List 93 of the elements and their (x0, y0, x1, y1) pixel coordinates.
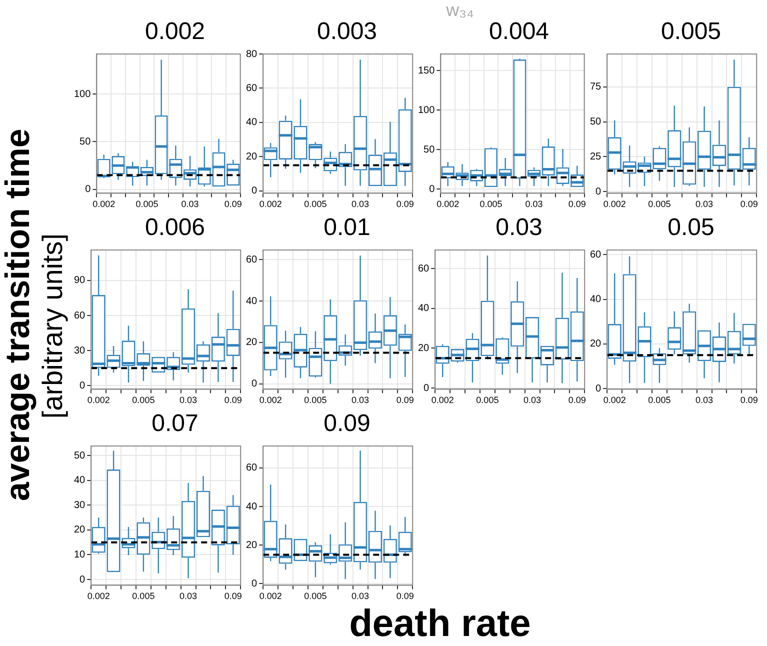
x-tick-label: 0.09 (568, 199, 586, 210)
y-tick-label: 0 (85, 184, 92, 196)
x-axis-title: death rate (348, 603, 532, 645)
x-tick-label: 0.005 (476, 395, 499, 406)
x-tick-label: 0.002 (436, 199, 460, 210)
x-tick-label: 0.03 (180, 395, 198, 406)
x-tick-label: 0.09 (396, 199, 414, 210)
x-tick-label: 0.03 (524, 395, 542, 406)
y-tick-label: 60 (590, 249, 602, 260)
y-tick-label: 40 (246, 501, 258, 512)
x-tick-label: 0.03 (525, 199, 543, 210)
y-tick-label: 50 (74, 450, 86, 462)
chart-title: 0.003 (316, 18, 378, 46)
x-tick-label: 0.005 (132, 395, 155, 406)
y-tick-label: 75 (590, 82, 602, 93)
y-tick-label: 20 (590, 338, 602, 350)
y-tick-label: 100 (418, 104, 436, 116)
x-tick-label: 0.002 (87, 395, 110, 406)
x-tick-label: 0.09 (396, 395, 414, 406)
y-tick-label: 0 (252, 578, 258, 590)
x-tick-label: 0.03 (352, 591, 370, 602)
text: w₃₄ (446, 0, 474, 20)
y-tick-label: 0 (596, 383, 602, 394)
chart-title: 0.004 (488, 18, 550, 45)
x-tick-label: 0.002 (431, 395, 454, 406)
y-tick-label: 10 (74, 549, 86, 560)
x-tick-label: 0.03 (181, 199, 199, 210)
x-tick-label: 0.03 (352, 395, 370, 406)
x-tick-label: 0.005 (136, 199, 158, 210)
y-tick-label: 90 (74, 275, 86, 286)
y-tick-label: 60 (74, 310, 86, 322)
x-tick-label: 0.005 (480, 199, 502, 210)
y-tick-label: 20 (246, 540, 258, 551)
y-tick-label: 150 (418, 65, 436, 76)
y-tick-label: 0 (424, 382, 430, 394)
x-tick-label: 0.005 (304, 591, 327, 602)
y-tick-label: 40 (246, 296, 258, 307)
y-tick-label: 60 (246, 462, 258, 474)
x-tick-label: 0.005 (648, 395, 671, 406)
y-tick-label: 0 (80, 574, 86, 586)
y-tick-label: 30 (74, 500, 86, 511)
x-tick-label: 0.005 (304, 199, 327, 210)
y-tick-label: 0 (80, 380, 86, 392)
x-tick-label: 0.005 (132, 591, 155, 602)
x-tick-label: 0.03 (180, 591, 198, 602)
x-tick-label: 0.09 (568, 395, 586, 406)
x-tick-label: 0.03 (352, 199, 370, 210)
x-tick-label: 0.09 (396, 591, 414, 602)
x-tick-label: 0.09 (224, 395, 242, 406)
y-tick-label: 25 (590, 151, 602, 162)
chart-title: 0.002 (144, 18, 206, 46)
y-tick-label: 40 (418, 303, 430, 314)
y-tick-label: 60 (246, 82, 258, 94)
x-tick-label: 0.005 (304, 395, 327, 406)
chart-title: 0.01 (322, 214, 372, 242)
y-tick-label: 100 (74, 88, 92, 100)
x-tick-label: 0.002 (259, 199, 282, 210)
y-tick-label: 0 (596, 186, 602, 198)
y-tick-label: 50 (80, 136, 92, 148)
x-tick-label: 0.03 (696, 395, 714, 406)
y-tick-label: 80 (246, 48, 258, 60)
y-tick-label: 40 (74, 475, 86, 486)
x-tick-label: 0.002 (87, 591, 110, 602)
x-tick-label: 0.002 (603, 395, 626, 406)
x-tick-label: 0.002 (259, 395, 282, 406)
y-tick-label: 40 (590, 294, 602, 306)
y-tick-label: 60 (246, 254, 258, 266)
y-tick-label: 20 (418, 342, 430, 354)
y-tick-label: 20 (74, 524, 86, 536)
x-tick-label: 0.09 (740, 199, 758, 210)
y-tick-label: 50 (590, 116, 602, 128)
y-tick-label: 0 (252, 378, 258, 390)
chart-title: 0.006 (144, 214, 206, 242)
x-tick-label: 0.002 (603, 199, 626, 210)
y-tick-label: 0 (252, 186, 258, 197)
y-tick-label: 20 (246, 337, 258, 348)
y-tick-label: 50 (424, 144, 436, 156)
y-tick-label: 40 (246, 117, 258, 128)
chart-title: 0.05 (666, 214, 716, 242)
x-tick-label: 0.005 (648, 199, 671, 210)
x-tick-label: 0.002 (259, 591, 282, 602)
x-tick-label: 0.09 (740, 395, 758, 406)
y-tick-label: 60 (418, 263, 430, 274)
y-tick-label: 20 (246, 151, 258, 162)
x-tick-label: 0.002 (92, 199, 116, 210)
chart-title: 0.005 (660, 18, 722, 46)
x-tick-label: 0.09 (224, 591, 242, 602)
x-tick-label: 0.03 (696, 199, 714, 210)
x-tick-label: 0.09 (224, 199, 242, 210)
y-axis-title: average transition time [arbitrary units] (0, 128, 69, 501)
y-tick-label: 30 (74, 345, 86, 356)
y-tick-label: 0 (429, 184, 436, 195)
chart-title: 0.07 (150, 410, 200, 438)
